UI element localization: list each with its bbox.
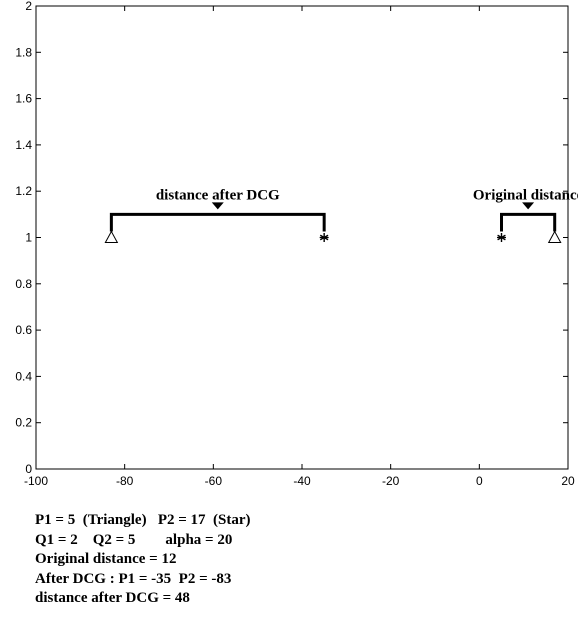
x-tick-label: -100 bbox=[24, 474, 48, 488]
distance-bracket bbox=[109, 212, 326, 232]
note-line: After DCG : P1 = -35 P2 = -83 bbox=[35, 570, 232, 587]
bracket-arrow bbox=[211, 202, 224, 210]
triangle-marker bbox=[547, 230, 562, 243]
distance-bracket bbox=[500, 212, 557, 232]
bracket-arrow bbox=[522, 202, 535, 210]
y-tick-label: 1.6 bbox=[15, 92, 32, 106]
y-tick-label: 1.8 bbox=[15, 45, 32, 59]
bracket-label: distance after DCG bbox=[156, 187, 280, 203]
bracket-label: Original distance bbox=[473, 187, 578, 203]
distance-brackets: distance after DCG Original distance bbox=[109, 187, 578, 232]
y-tick-label: 1.2 bbox=[15, 184, 32, 198]
note-line: Q1 = 2 Q2 = 5 alpha = 20 bbox=[35, 531, 233, 548]
x-tick-label: -40 bbox=[293, 474, 311, 488]
y-tick-label: 0.4 bbox=[15, 369, 32, 383]
parameter-notes: P1 = 5 (Triangle) P2 = 17 (Star) Q1 = 2 Q… bbox=[35, 511, 251, 609]
axis-ticks: -100 -80 -60 -40 -20 0 20 0 0.2 0.4 0.6 0.8 1 1.2 1.4 1… bbox=[15, 0, 575, 488]
y-tick-label: 0.6 bbox=[15, 323, 32, 337]
x-tick-label: 20 bbox=[561, 474, 575, 488]
note-line: P1 = 5 (Triangle) P2 = 17 (Star) bbox=[35, 512, 251, 528]
triangle-marker bbox=[104, 230, 119, 243]
y-tick-label: 0.8 bbox=[15, 277, 32, 291]
note-line: distance after DCG = 48 bbox=[35, 590, 190, 606]
x-tick-label: -80 bbox=[116, 474, 134, 488]
note-line: Original distance = 12 bbox=[35, 551, 177, 567]
scatter-chart: -100 -80 -60 -40 -20 0 20 0 0.2 0.4 0.6 0.8 1 1.2 1.4 1… bbox=[15, 0, 578, 488]
x-tick-label: -20 bbox=[382, 474, 400, 488]
y-tick-label: 0.2 bbox=[15, 416, 32, 430]
data-points bbox=[104, 230, 562, 243]
star-marker bbox=[497, 233, 506, 242]
y-tick-label: 1.4 bbox=[15, 138, 32, 152]
y-tick-label: 2 bbox=[25, 0, 32, 13]
y-tick-label: 1 bbox=[25, 231, 32, 245]
y-tick-label: 0 bbox=[25, 462, 32, 476]
x-tick-label: -60 bbox=[205, 474, 223, 488]
plot-area bbox=[35, 5, 569, 470]
x-tick-label: 0 bbox=[476, 474, 483, 488]
star-marker bbox=[319, 233, 329, 242]
